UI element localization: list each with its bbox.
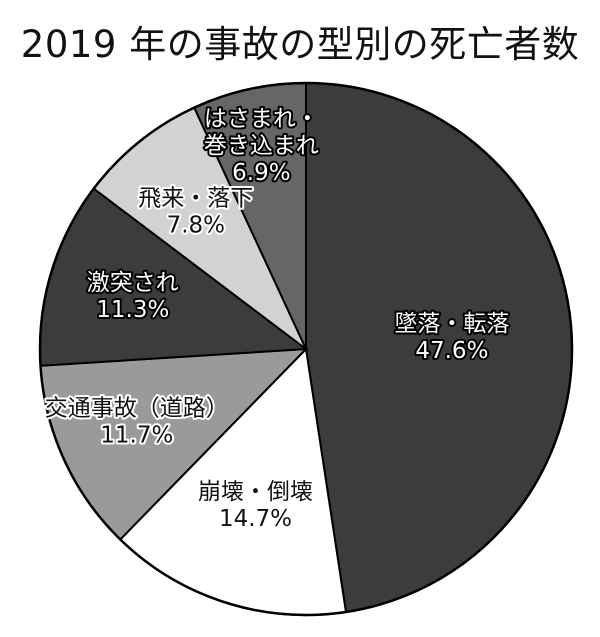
slice-category-label: 巻き込まれ <box>204 133 319 159</box>
slice-category-label: はさまれ・ <box>204 106 319 132</box>
chart-title: 2019 年の事故の型別の死亡者数 <box>20 23 580 66</box>
slice-category-label: 交通事故（道路） <box>45 396 229 422</box>
slice-value-label: 11.7% <box>100 423 173 449</box>
slice-value-label: 47.6% <box>415 338 488 364</box>
slice-category-label: 激突され <box>87 270 179 296</box>
slice-value-label: 14.7% <box>219 506 292 532</box>
slice-value-label: 7.8% <box>167 212 225 238</box>
pie-outline <box>38 81 574 617</box>
pie-slices <box>39 81 573 616</box>
slice-category-label: 崩壊・倒壊 <box>198 479 313 505</box>
slice-value-label: 6.9% <box>232 160 290 186</box>
slice-value-label: 11.3% <box>96 297 169 323</box>
slice-category-label: 飛来・落下 <box>138 185 253 211</box>
slice-category-label: 墜落・転落 <box>394 311 509 337</box>
